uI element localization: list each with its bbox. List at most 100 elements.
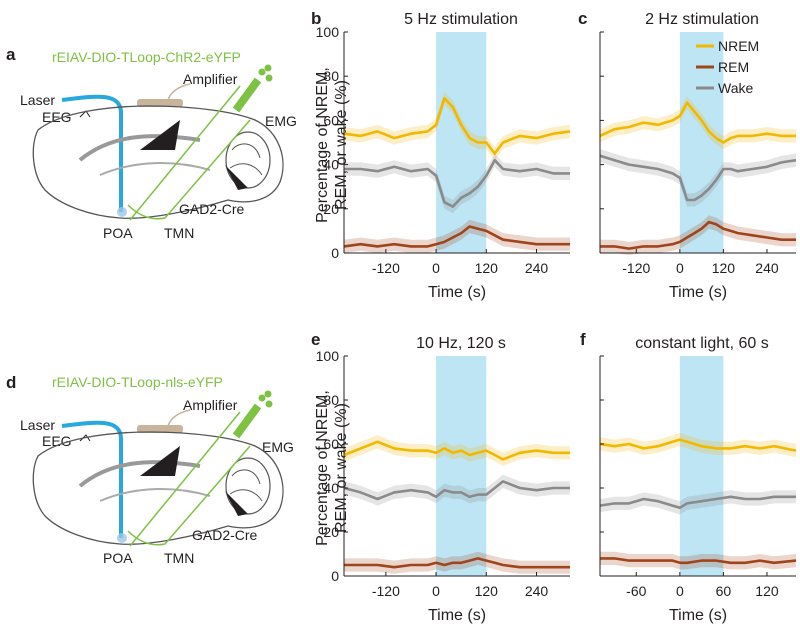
emg-label: EMG <box>265 113 297 129</box>
x-tick-label: -120 <box>372 583 400 599</box>
series-line-nrem <box>599 101 796 144</box>
x-tick-label: 60 <box>716 583 732 599</box>
x-tick-label: 0 <box>432 260 440 276</box>
y-axis-label-bottom: Percentage of NREM, REM, or wake (%) <box>314 390 350 546</box>
panel-label-e: e <box>311 330 320 349</box>
chart-title: 10 Hz, 120 s <box>416 335 506 352</box>
y-tick-label: 20 <box>323 201 339 217</box>
poa-spot <box>117 533 127 543</box>
series-line-rem <box>600 220 796 250</box>
series-line-nrem <box>343 440 570 461</box>
error-band-nrem <box>344 91 570 161</box>
diagram-d: rEIAV-DIO-TLoop-nls-eYFP Amplifier Laser… <box>20 374 294 566</box>
series-line-nrem <box>343 97 571 155</box>
stim-window <box>679 32 724 253</box>
x-tick-label: 240 <box>525 260 549 276</box>
panel-label-b: b <box>311 9 321 28</box>
y-tick-label: 100 <box>316 24 340 40</box>
y-axis-label-top: Percentage of NREM, REM, or wake (%) <box>314 67 350 223</box>
stim-window <box>436 356 487 576</box>
y-label-line1: Percentage of NREM, <box>314 390 331 546</box>
legend-label-wake: Wake <box>718 80 753 96</box>
y-tick-label: 40 <box>323 480 339 496</box>
x-tick-label: 0 <box>676 260 684 276</box>
amplifier-label: Amplifier <box>183 397 238 413</box>
y-label-line2: REM, or wake (%) <box>333 80 350 210</box>
virus-syringe <box>232 403 262 439</box>
laser-fiber <box>61 420 123 538</box>
poa-spot <box>117 207 127 217</box>
emg-label: EMG <box>262 439 294 455</box>
series-line-wake <box>599 154 797 202</box>
chart-b: 0 20 40 60 80 100 -120 0 120 240 5 Hz stimulation T… <box>316 11 571 301</box>
projection-line <box>129 85 241 221</box>
series-line-wake <box>599 495 796 510</box>
x-tick-label: 0 <box>432 583 440 599</box>
cre-label: GAD2-Cre <box>192 527 258 543</box>
diagram-a: rEIAV-DIO-TLoop-ChR2-eYFP Amplifier Lase… <box>20 49 297 241</box>
chart-f: -60 0 60 120 constant light, 60 s Time (s) <box>599 335 797 624</box>
virus-label: rEIAV-DIO-TLoop-nls-eYFP <box>52 374 223 390</box>
chart-title: 5 Hz stimulation <box>404 11 518 28</box>
amplifier-bar <box>137 425 183 433</box>
panel-label-c: c <box>578 9 587 28</box>
x-axis-label: Time (s) <box>428 284 486 301</box>
eeg-label: EEG <box>42 109 72 125</box>
x-tick-label: 240 <box>525 583 549 599</box>
x-tick-label: -60 <box>626 583 646 599</box>
y-tick-label: 60 <box>323 436 339 452</box>
y-tick-label: 40 <box>323 157 339 173</box>
series-line-rem <box>344 557 570 569</box>
brain-outline <box>32 105 284 219</box>
tmn-label: TMN <box>164 225 194 241</box>
x-tick-label: 120 <box>712 260 736 276</box>
y-tick-label: 20 <box>323 524 339 540</box>
panel-label-d: d <box>6 373 16 392</box>
y-tick-label: 100 <box>316 348 340 364</box>
x-tick-label: -120 <box>372 260 400 276</box>
x-axis-label: Time (s) <box>669 284 727 301</box>
cre-label: GAD2-Cre <box>179 201 245 217</box>
series-line-wake <box>344 158 570 208</box>
laser-fiber <box>61 94 123 212</box>
series-line-nrem <box>599 438 797 452</box>
x-axis-label: Time (s) <box>669 607 727 624</box>
virus-syringe <box>232 77 262 113</box>
poa-label: POA <box>103 225 133 241</box>
chart-c: -120 0 120 240 2 Hz stimulation Time (s) <box>599 11 797 301</box>
legend: NREM REM Wake <box>696 38 759 96</box>
y-label-line1: Percentage of NREM, <box>314 67 331 223</box>
eeg-label: EEG <box>42 433 72 449</box>
projection-line <box>129 411 241 547</box>
error-band-wake <box>344 474 570 506</box>
virus-label: rEIAV-DIO-TLoop-ChR2-eYFP <box>52 49 241 65</box>
chart-title: 2 Hz stimulation <box>645 11 759 28</box>
laser-label: Laser <box>20 92 55 108</box>
x-tick-label: 0 <box>676 583 684 599</box>
x-axis-label: Time (s) <box>428 607 486 624</box>
y-tick-label: 60 <box>323 112 339 128</box>
x-tick-label: 240 <box>755 260 779 276</box>
amplifier-bar <box>137 99 183 107</box>
y-tick-label: 0 <box>331 245 339 261</box>
stim-window <box>679 356 724 576</box>
x-tick-label: -120 <box>622 260 650 276</box>
series-line-rem <box>343 225 570 248</box>
panel-label-f: f <box>580 330 586 349</box>
amplifier-label: Amplifier <box>183 71 238 87</box>
y-tick-label: 80 <box>323 68 339 84</box>
series-line-rem <box>600 557 797 565</box>
poa-label: POA <box>103 550 133 566</box>
tmn-label: TMN <box>164 550 194 566</box>
chart-e: 0 20 40 60 80 100 -120 0 120 240 10 Hz, 120 s Time … <box>316 335 570 624</box>
brain-outline <box>32 431 284 545</box>
legend-label-rem: REM <box>718 59 749 75</box>
chart-title: constant light, 60 s <box>635 335 768 352</box>
series-line-wake <box>343 480 570 501</box>
y-label-line2: REM, or wake (%) <box>333 403 350 533</box>
x-tick-label: 120 <box>755 583 779 599</box>
y-tick-label: 0 <box>331 568 339 584</box>
legend-label-nrem: NREM <box>718 38 759 54</box>
panel-label-a: a <box>6 45 16 64</box>
